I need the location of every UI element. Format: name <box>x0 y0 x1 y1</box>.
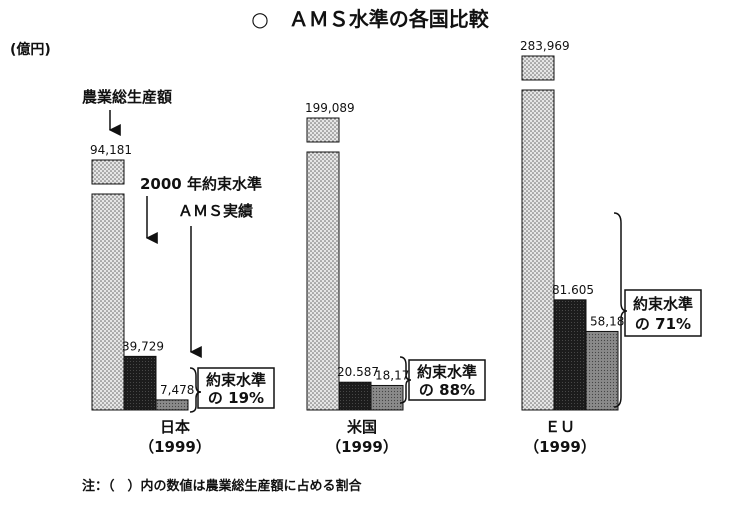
bar-commitment-eu <box>553 299 587 411</box>
bar-commitment-usa <box>338 381 372 411</box>
data-label-total-eu: 283,969 <box>520 39 570 53</box>
footnote: 注：（ ）内の数値は農業総生産額に占める割合 <box>82 478 363 494</box>
category-year-eu: （1999） <box>524 438 596 456</box>
series-label-total: 農業総生産額 <box>82 88 172 106</box>
ratio-box-usa: 約束水準 の 88% <box>408 359 486 401</box>
bar-cap-total-usa <box>306 117 340 143</box>
data-label-total-japan: 94,181 <box>90 143 132 157</box>
category-year-japan: （1999） <box>139 438 211 456</box>
bar-total-usa <box>306 151 340 411</box>
bar-cap-total-eu <box>521 55 555 81</box>
category-label-japan: 日本 <box>160 418 190 436</box>
brace-eu <box>613 212 628 408</box>
ratio-box-japan: 約束水準 の 19% <box>197 367 275 409</box>
svg-text:の 71%: の 71% <box>635 315 691 333</box>
svg-text:約束水準: 約束水準 <box>417 363 477 381</box>
series-label-ams: ＡＭＳ実績 <box>178 202 253 220</box>
svg-text:約束水準: 約束水準 <box>633 295 693 313</box>
bar-cap-total-japan <box>91 159 125 185</box>
category-label-eu: ＥＵ <box>545 418 575 436</box>
category-year-usa: （1999） <box>326 438 398 456</box>
bar-ams-japan <box>155 399 189 411</box>
data-label-commitment-usa: 20.587 <box>337 365 379 379</box>
data-label-commitment-japan: 39,729 <box>122 339 164 353</box>
bar-ams-eu <box>585 330 619 411</box>
svg-text:の 88%: の 88% <box>419 381 475 399</box>
bar-total-japan <box>91 193 125 411</box>
bars-layer <box>91 55 619 411</box>
bar-ams-usa <box>370 384 404 411</box>
svg-text:約束水準: 約束水準 <box>206 371 266 389</box>
bar-total-eu <box>521 89 555 411</box>
data-label-commitment-eu: 81.605 <box>552 283 594 297</box>
series-label-commitment: 2000 年約束水準 <box>140 175 262 193</box>
unit-label: (億円) <box>10 41 51 58</box>
ratio-box-eu: 約束水準 の 71% <box>624 289 702 337</box>
brace-usa <box>399 356 412 404</box>
bar-commitment-japan <box>123 355 157 411</box>
chart-title: ○ ＡＭＳ水準の各国比較 <box>251 7 489 31</box>
category-label-usa: 米国 <box>347 418 377 436</box>
svg-text:の 19%: の 19% <box>208 389 264 407</box>
data-label-total-usa: 199,089 <box>305 101 355 115</box>
brace-japan <box>189 367 202 413</box>
